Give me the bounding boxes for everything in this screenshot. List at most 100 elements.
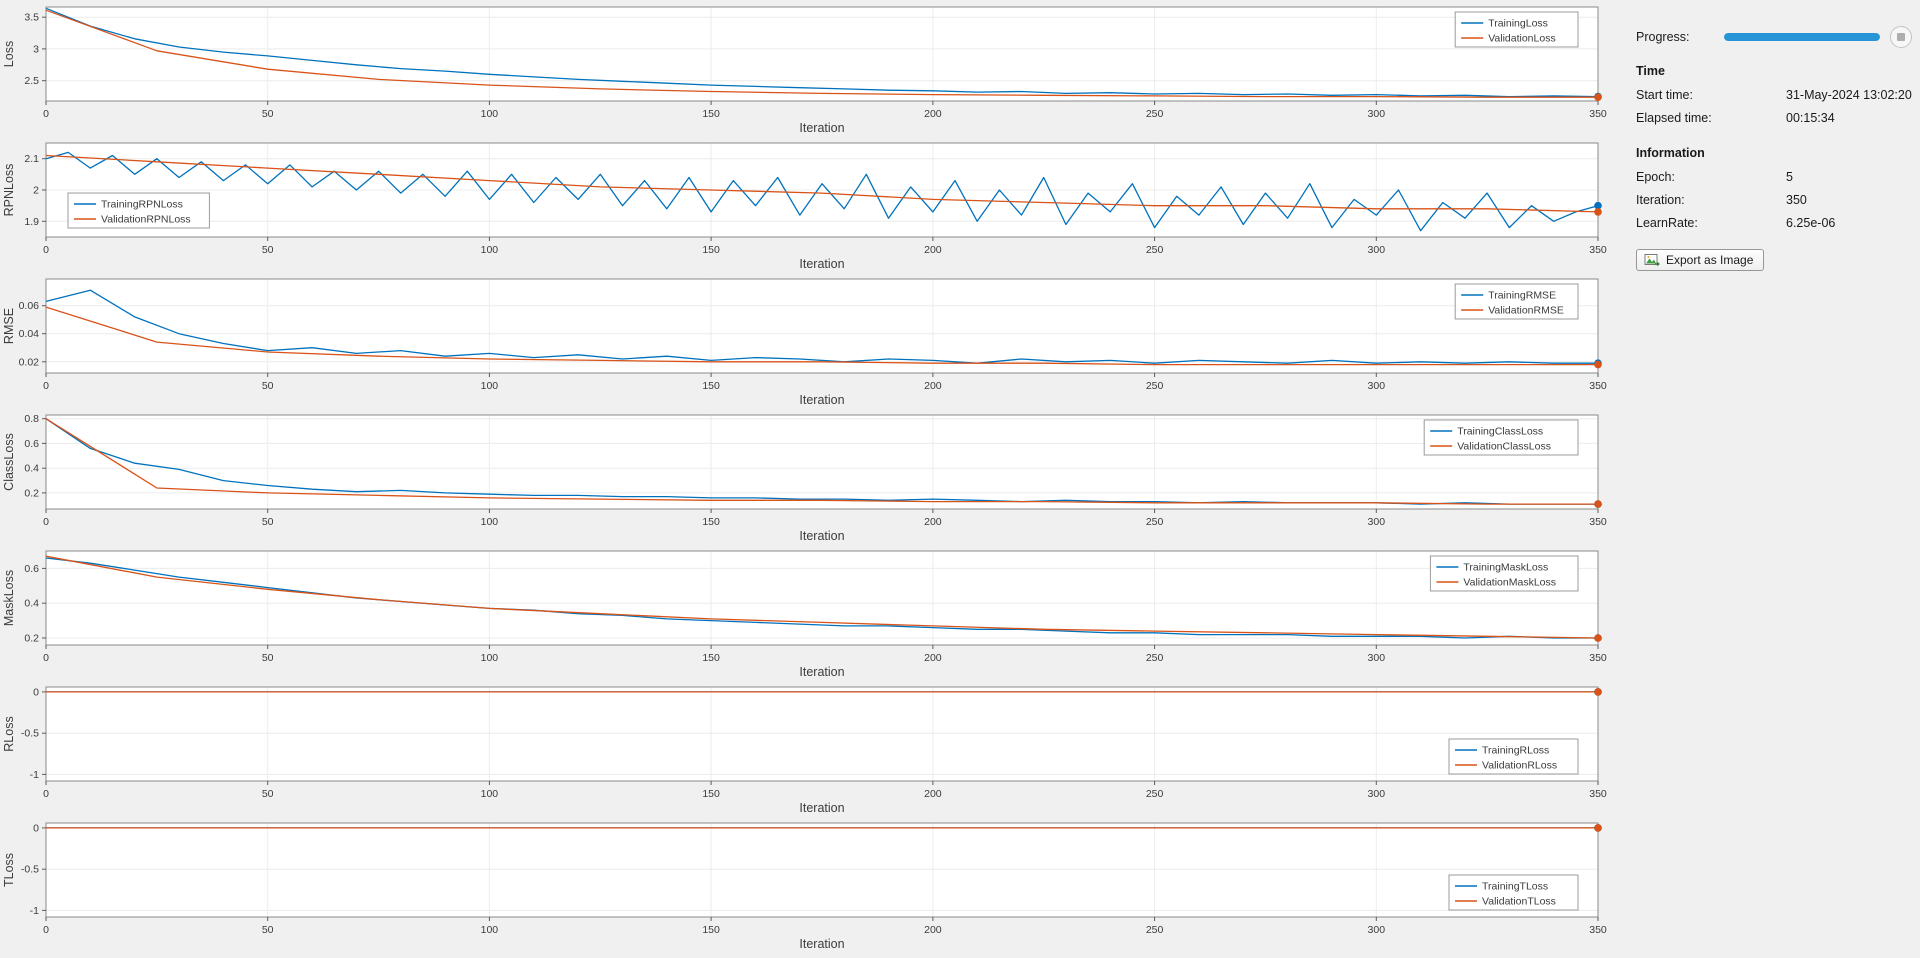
export-as-image-button[interactable]: Export as Image — [1636, 249, 1765, 271]
x-tick-label: 250 — [1146, 516, 1164, 528]
legend-label: ValidationRLoss — [1482, 760, 1557, 772]
x-tick-label: 250 — [1146, 788, 1164, 800]
legend: TrainingRMSE ValidationRMSE — [1454, 283, 1579, 320]
x-tick-label: 50 — [262, 244, 274, 256]
x-tick-label: 300 — [1368, 652, 1386, 664]
chart-rmse: 0 50 100 150 200 250 300 350 0.02 0.04 0.06 Trainin… — [0, 274, 1620, 410]
x-tick-label: 350 — [1589, 788, 1607, 800]
start-time-label: Start time: — [1636, 88, 1693, 102]
chart-loss: 0 50 100 150 200 250 300 350 2.5 3 3.5 TrainingLoss… — [0, 2, 1620, 138]
plot-background — [46, 687, 1598, 781]
plot-box — [45, 414, 1599, 510]
iteration-label: Iteration: — [1636, 193, 1685, 207]
series-line-TrainingMaskLoss — [45, 557, 1598, 639]
plot-box — [45, 550, 1599, 646]
iteration-value: 350 — [1786, 193, 1807, 207]
legend-label: TrainingLoss — [1488, 18, 1548, 30]
x-tick-label: 100 — [481, 652, 499, 664]
x-tick-label: 150 — [702, 788, 720, 800]
information-section-header: Information — [1636, 146, 1705, 160]
x-tick-label: 150 — [702, 108, 720, 120]
x-tick-label: 50 — [262, 788, 274, 800]
x-tick-label: 350 — [1589, 516, 1607, 528]
x-tick-label: 350 — [1589, 244, 1607, 256]
y-tick-label: 2.1 — [24, 153, 39, 165]
legend-label: ValidationRPNLoss — [101, 214, 191, 226]
learnrate-row: LearnRate: 6.25e-06 — [1636, 212, 1912, 235]
legend: TrainingMaskLoss ValidationMaskLoss — [1429, 555, 1579, 592]
x-tick-label: 200 — [924, 788, 942, 800]
series-line-ValidationRPNLoss — [45, 154, 1599, 213]
x-tick-label: 200 — [924, 244, 942, 256]
y-tick-label: -1 — [30, 905, 39, 917]
chart-rloss: 0 50 100 150 200 250 300 350 -1 -0.5 0 TrainingRLos… — [0, 682, 1620, 818]
x-tick-label: 150 — [702, 652, 720, 664]
x-axis-label: Iteration — [799, 257, 844, 271]
progress-row: Progress: — [1636, 26, 1912, 48]
y-tick-label: 0.2 — [24, 633, 39, 645]
y-tick-label: 2 — [33, 185, 39, 197]
x-tick-label: 250 — [1146, 244, 1164, 256]
x-tick-label: 50 — [262, 380, 274, 392]
legend-label: TrainingMaskLoss — [1463, 562, 1548, 574]
plot-box — [45, 686, 1599, 782]
series-line-TrainingLoss — [45, 7, 1599, 98]
legend-label: TrainingClassLoss — [1457, 426, 1543, 438]
y-tick-label: 0.2 — [24, 487, 39, 499]
x-tick-label: 50 — [262, 652, 274, 664]
y-tick-label: 0.06 — [19, 300, 40, 312]
x-tick-label: 100 — [481, 380, 499, 392]
progress-bar — [1724, 33, 1880, 41]
series-line-ValidationMaskLoss — [45, 555, 1599, 639]
legend-label: ValidationLoss — [1488, 33, 1556, 45]
stop-button[interactable] — [1889, 26, 1912, 48]
y-axis-label: RLoss — [2, 716, 16, 751]
legend-label: TrainingRMSE — [1488, 290, 1556, 302]
x-axis-label: Iteration — [799, 801, 844, 815]
legend-label: ValidationRMSE — [1488, 305, 1564, 317]
legend: TrainingTLoss ValidationTLoss — [1448, 874, 1579, 911]
legend: TrainingRLoss ValidationRLoss — [1448, 738, 1579, 775]
x-tick-label: 250 — [1146, 108, 1164, 120]
x-tick-label: 350 — [1589, 108, 1607, 120]
x-tick-label: 100 — [481, 516, 499, 528]
side-panel: Progress: Time Start time: 31-May-2024 1… — [1620, 0, 1920, 958]
x-tick-label: 200 — [924, 380, 942, 392]
x-tick-label: 300 — [1368, 244, 1386, 256]
x-tick-label: 250 — [1146, 924, 1164, 936]
x-tick-label: 350 — [1589, 652, 1607, 664]
epoch-value: 5 — [1786, 170, 1793, 184]
elapsed-time-row: Elapsed time: 00:15:34 — [1636, 107, 1912, 130]
plot-background — [46, 7, 1598, 101]
x-tick-label: 300 — [1368, 108, 1386, 120]
legend: TrainingLoss ValidationLoss — [1454, 11, 1579, 48]
x-tick-label: 350 — [1589, 924, 1607, 936]
plot-background — [46, 551, 1598, 645]
epoch-label: Epoch: — [1636, 170, 1675, 184]
y-tick-label: -0.5 — [21, 728, 39, 740]
x-tick-label: 300 — [1368, 924, 1386, 936]
legend-label: ValidationClassLoss — [1457, 441, 1551, 453]
y-tick-label: 0.02 — [19, 356, 40, 368]
x-tick-label: 250 — [1146, 652, 1164, 664]
y-axis-label: Loss — [2, 41, 16, 67]
plot-background — [46, 279, 1598, 373]
x-tick-label: 150 — [702, 516, 720, 528]
series-line-TrainingRPNLoss — [45, 151, 1599, 232]
y-tick-label: 0.8 — [24, 413, 39, 425]
y-axis-label: RMSE — [2, 308, 16, 344]
x-tick-label: 150 — [702, 924, 720, 936]
y-axis-label: TLoss — [2, 853, 16, 887]
x-tick-label: 0 — [43, 108, 49, 120]
x-tick-label: 0 — [43, 380, 49, 392]
export-image-icon — [1644, 254, 1660, 267]
end-marker-ValidationClassLoss — [1594, 500, 1602, 508]
x-tick-label: 0 — [43, 788, 49, 800]
end-marker-TrainingRPNLoss — [1594, 201, 1602, 210]
y-tick-label: -1 — [30, 769, 39, 781]
series-line-ValidationClassLoss — [45, 418, 1598, 505]
start-time-row: Start time: 31-May-2024 13:02:20 — [1636, 84, 1912, 107]
x-tick-label: 150 — [702, 380, 720, 392]
end-marker-ValidationTLoss — [1594, 824, 1602, 832]
